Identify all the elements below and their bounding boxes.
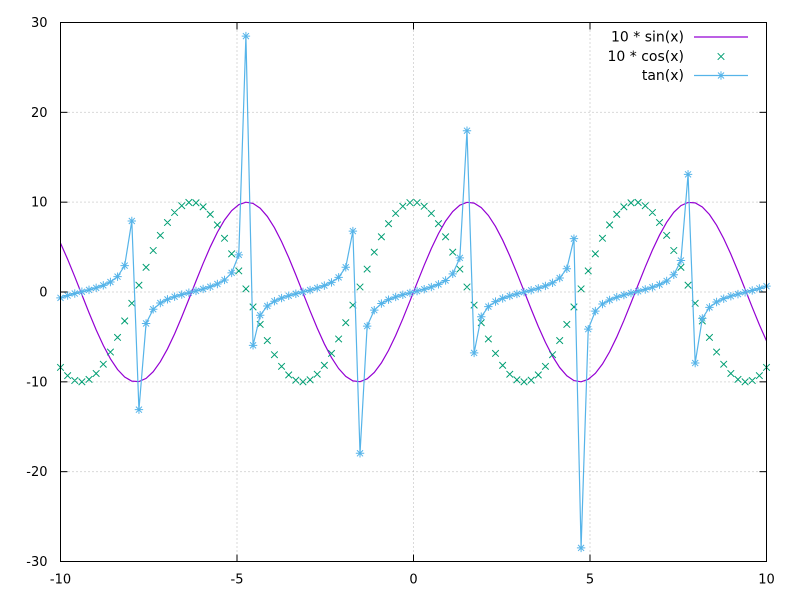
series-group (56, 31, 771, 553)
axis-ticks (60, 22, 767, 562)
y-axis-tick-labels: -30 -20 -10 0 10 20 30 (26, 16, 47, 570)
legend-entry-2: 10 * cos(x) (608, 49, 725, 65)
legend-entry-1: 10 * sin(x) (611, 30, 748, 46)
legend-sample-marker (716, 71, 726, 80)
legend-label: tan(x) (642, 68, 684, 84)
y-axis-tick-label: 10 (31, 196, 48, 211)
x-axis-tick-label: -10 (50, 573, 71, 588)
y-axis-tick-label: -10 (26, 375, 47, 390)
legend: 10 * sin(x) 10 * cos(x) tan(x) (592, 27, 756, 86)
y-axis-tick-label: -30 (26, 555, 47, 570)
y-axis-tick-label: -20 (26, 465, 47, 480)
legend-entry-3: tan(x) (642, 68, 748, 84)
legend-label: 10 * cos(x) (608, 49, 684, 65)
legend-sample-marker (717, 52, 725, 61)
legend-label: 10 * sin(x) (611, 30, 684, 46)
series-line-3 (60, 36, 767, 548)
y-axis-tick-label: 30 (31, 16, 48, 31)
x-axis-tick-labels: -10 -5 0 5 10 (50, 573, 775, 588)
x-axis-tick-label: -5 (231, 573, 244, 588)
y-axis-tick-label: 0 (39, 286, 47, 301)
x-axis-tick-label: 0 (409, 573, 417, 588)
y-axis-tick-label: 20 (31, 106, 48, 121)
x-axis-tick-label: 10 (758, 573, 775, 588)
x-axis-tick-label: 5 (586, 573, 594, 588)
